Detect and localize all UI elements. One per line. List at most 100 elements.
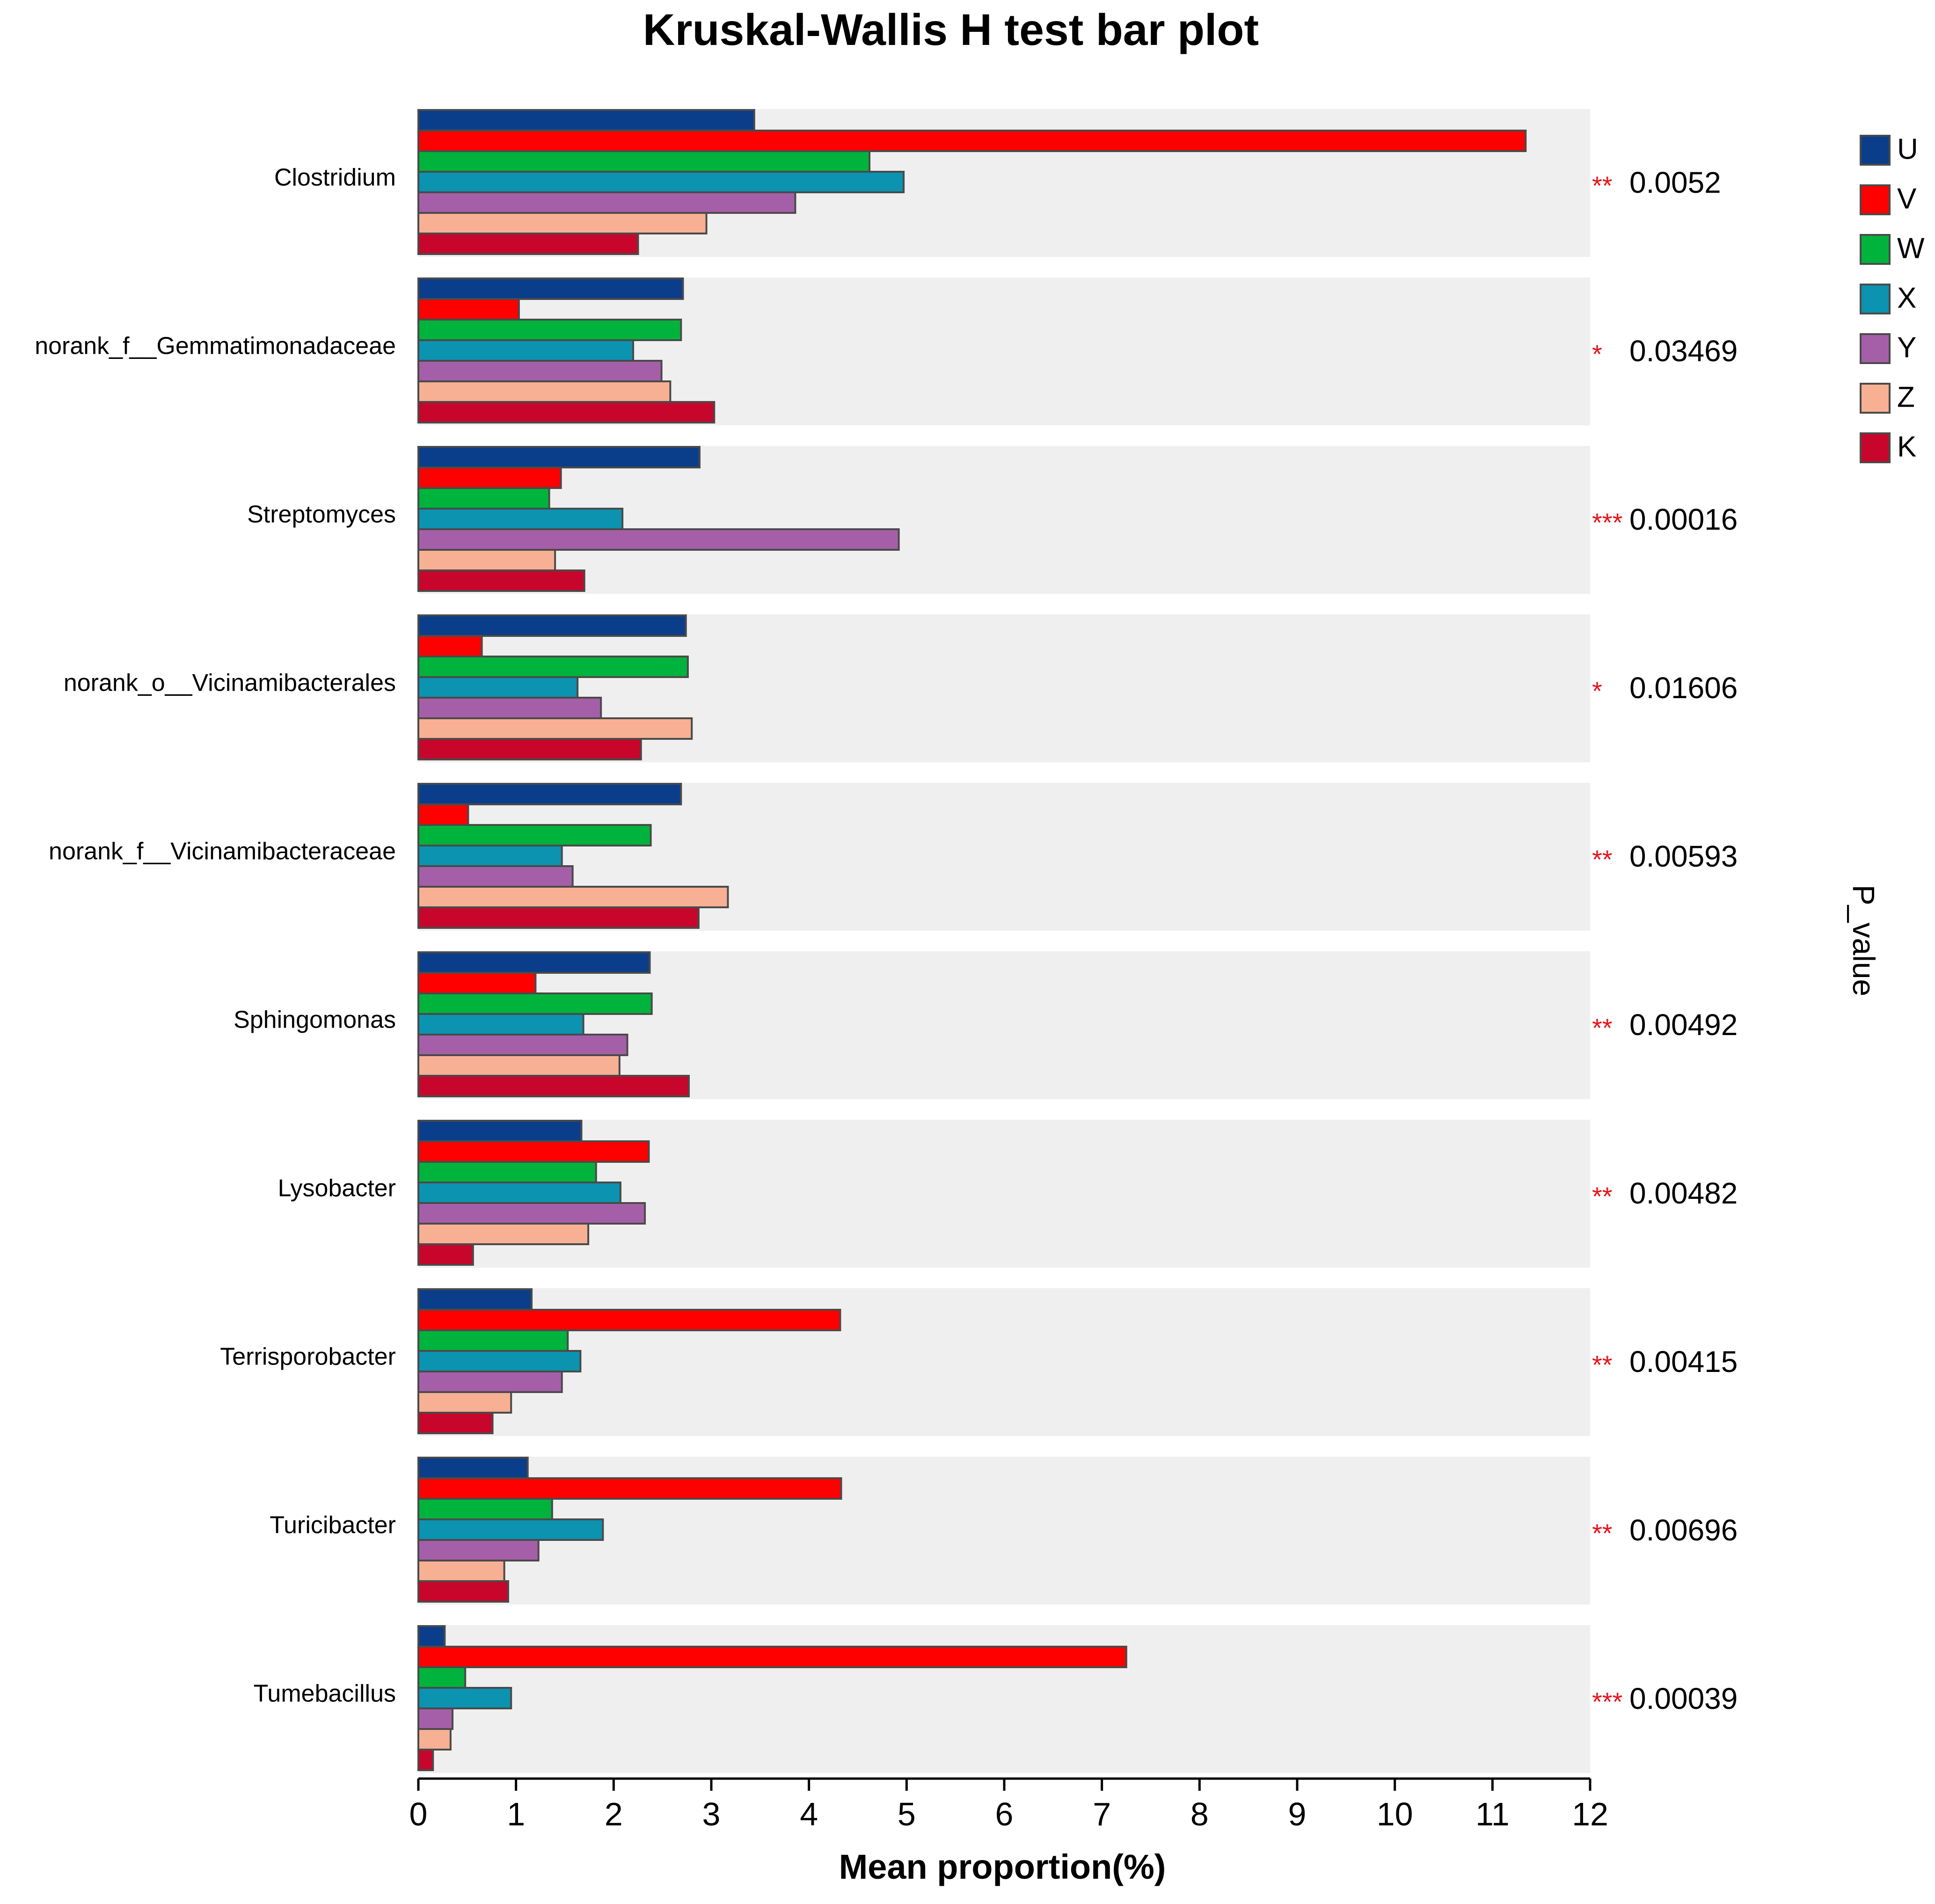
bar-marks bbox=[417, 109, 1527, 1771]
bar-x bbox=[417, 1013, 584, 1036]
category-label: norank_o__Vicinamibacterales bbox=[64, 670, 396, 697]
bar-k bbox=[417, 569, 585, 592]
bar-w bbox=[417, 1161, 597, 1183]
bar-w bbox=[417, 487, 550, 510]
bar-k bbox=[417, 233, 639, 255]
category-labels: Clostridium norank_f__Gemmatimonadaceae St… bbox=[35, 164, 396, 1707]
category-label: Clostridium bbox=[274, 164, 396, 191]
p-value-label: 0.01606 bbox=[1629, 671, 1738, 705]
bar-y bbox=[417, 360, 663, 382]
bar-k bbox=[417, 1412, 494, 1434]
p-value-labels: ** 0.0052* 0.03469*** 0.00016* 0.01606** 0.00… bbox=[1592, 166, 1738, 1716]
p-value-label: 0.00482 bbox=[1629, 1176, 1738, 1210]
bar-k bbox=[417, 1243, 474, 1266]
bar-v bbox=[417, 1477, 842, 1500]
bar-u bbox=[417, 1457, 529, 1479]
p-value-label: 0.00415 bbox=[1629, 1345, 1738, 1379]
p-value-label: 0.00492 bbox=[1629, 1008, 1738, 1042]
bar-y bbox=[417, 1034, 628, 1056]
legend-label-y: Y bbox=[1897, 331, 1916, 364]
bar-w bbox=[417, 824, 652, 846]
p-value-label: 0.0052 bbox=[1629, 166, 1721, 199]
bar-v bbox=[417, 1646, 1127, 1668]
x-axis: 0 1 2 3 4 5 6 7 8 9 10 11 12 bbox=[409, 1777, 1608, 1832]
bar-w bbox=[417, 656, 689, 678]
bar-v bbox=[417, 803, 469, 826]
bar-u bbox=[417, 783, 682, 805]
bar-u bbox=[417, 951, 651, 974]
bar-x bbox=[417, 1350, 582, 1372]
bar-v bbox=[417, 467, 562, 489]
x-tick-label: 4 bbox=[800, 1796, 818, 1832]
significance-marker: ** bbox=[1592, 845, 1613, 874]
bar-u bbox=[417, 277, 684, 300]
bar-v bbox=[417, 130, 1527, 152]
bar-k bbox=[417, 906, 700, 929]
x-tick-label: 2 bbox=[605, 1796, 623, 1832]
p-value-label: 0.00039 bbox=[1629, 1682, 1738, 1715]
significance-marker: *** bbox=[1592, 508, 1622, 537]
category-label: Lysobacter bbox=[278, 1175, 396, 1202]
legend-swatch-w bbox=[1860, 234, 1891, 265]
bar-z bbox=[417, 549, 556, 571]
x-tick-label: 8 bbox=[1190, 1796, 1209, 1832]
bar-y bbox=[417, 865, 574, 888]
legend-label-w: W bbox=[1897, 232, 1925, 264]
significance-marker: ** bbox=[1592, 1182, 1613, 1211]
bar-y bbox=[417, 1202, 646, 1225]
bar-x bbox=[417, 339, 635, 362]
bar-w bbox=[417, 1666, 467, 1689]
bar-u bbox=[417, 1120, 583, 1142]
category-label: Terrisporobacter bbox=[220, 1343, 396, 1371]
p-value-label: 0.00016 bbox=[1629, 503, 1738, 536]
significance-marker: * bbox=[1592, 339, 1602, 369]
x-tick-label: 5 bbox=[898, 1796, 916, 1832]
significance-marker: ** bbox=[1592, 1013, 1613, 1043]
category-label: Turicibacter bbox=[270, 1512, 396, 1539]
x-axis-label: Mean proportion(%) bbox=[839, 1847, 1166, 1886]
bar-z bbox=[417, 1054, 621, 1077]
x-tick-label: 12 bbox=[1572, 1796, 1608, 1832]
legend-swatch-z bbox=[1860, 383, 1891, 414]
bar-x bbox=[417, 1687, 512, 1709]
legend-swatch-u bbox=[1860, 135, 1891, 166]
bar-y bbox=[417, 528, 900, 551]
bar-v bbox=[417, 972, 537, 994]
legend-swatch-v bbox=[1860, 184, 1891, 215]
bar-k bbox=[417, 738, 642, 760]
x-tick-label: 0 bbox=[409, 1796, 428, 1832]
bar-x bbox=[417, 1518, 604, 1541]
significance-marker: ** bbox=[1592, 1518, 1613, 1548]
p-value-axis-label: P_value bbox=[1847, 885, 1881, 997]
category-label: Streptomyces bbox=[247, 501, 396, 528]
bar-v bbox=[417, 1309, 841, 1331]
bar-k bbox=[417, 1580, 509, 1603]
bar-z bbox=[417, 1560, 505, 1582]
bar-u bbox=[417, 446, 701, 468]
bar-y bbox=[417, 1539, 540, 1561]
legend-swatch-k bbox=[1860, 432, 1891, 463]
category-label: Sphingomonas bbox=[234, 1007, 396, 1034]
category-label: norank_f__Gemmatimonadaceae bbox=[35, 333, 396, 360]
bar-v bbox=[417, 298, 520, 321]
bar-z bbox=[417, 1728, 452, 1751]
bar-k bbox=[417, 1075, 690, 1097]
x-tick-label: 11 bbox=[1475, 1796, 1510, 1832]
bar-w bbox=[417, 992, 653, 1015]
significance-marker: ** bbox=[1592, 1350, 1613, 1379]
significance-marker: ** bbox=[1592, 171, 1613, 200]
legend-label-v: V bbox=[1897, 182, 1917, 215]
x-tick-label: 9 bbox=[1288, 1796, 1307, 1832]
bar-u bbox=[417, 614, 687, 637]
legend-label-k: K bbox=[1897, 430, 1916, 463]
bar-z bbox=[417, 1223, 590, 1245]
x-tick-label: 6 bbox=[995, 1796, 1014, 1832]
bar-v bbox=[417, 635, 483, 657]
legend-swatch-y bbox=[1860, 333, 1891, 364]
bar-u bbox=[417, 1625, 446, 1648]
bar-z bbox=[417, 380, 672, 403]
category-panels bbox=[418, 109, 1590, 1773]
bar-k bbox=[417, 401, 716, 423]
bar-x bbox=[417, 508, 624, 530]
